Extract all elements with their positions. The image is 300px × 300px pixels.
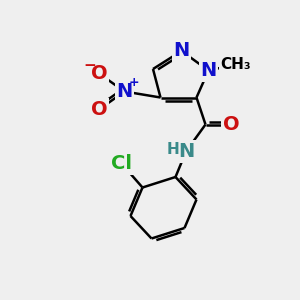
Text: N: N <box>178 142 194 161</box>
Text: O: O <box>91 100 107 119</box>
Text: Cl: Cl <box>111 154 132 173</box>
Text: N: N <box>173 41 190 61</box>
Text: CH₃: CH₃ <box>220 57 251 72</box>
Text: N: N <box>200 61 217 80</box>
Text: O: O <box>91 64 107 83</box>
Text: +: + <box>129 76 140 89</box>
Text: −: − <box>84 58 96 73</box>
Text: N: N <box>116 82 133 101</box>
Text: O: O <box>223 115 239 134</box>
Text: H: H <box>166 142 179 158</box>
